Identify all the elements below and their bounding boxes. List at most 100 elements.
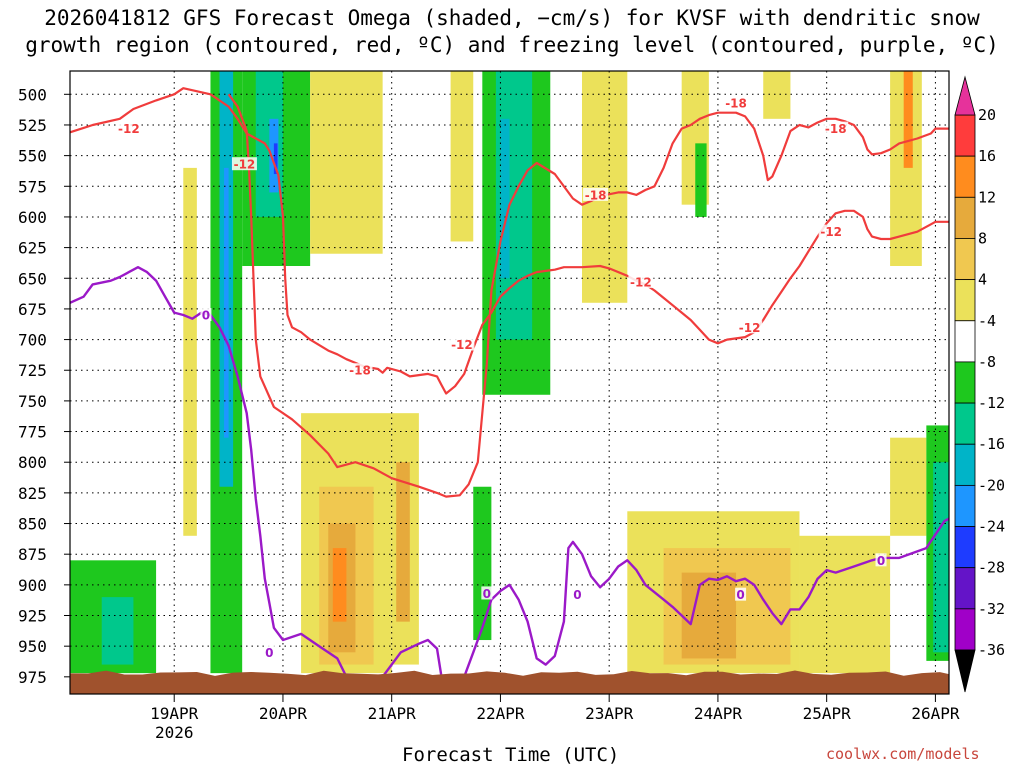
colorbar-label-1: 16 bbox=[978, 147, 996, 165]
contour-label-3: -12 bbox=[451, 338, 473, 352]
y-tick-label-700: 700 bbox=[18, 331, 47, 350]
contour-label-11: 0 bbox=[265, 646, 273, 660]
y-tick-label-825: 825 bbox=[18, 484, 47, 503]
colorbar-bin-3 bbox=[954, 238, 976, 281]
colorbar-label-3: 8 bbox=[978, 229, 987, 247]
y-tick-label-675: 675 bbox=[18, 300, 47, 319]
colorbar-bottom-triangle bbox=[954, 649, 976, 693]
contour-label-9: -12 bbox=[820, 225, 842, 239]
omega-region-13 bbox=[581, 71, 628, 303]
colorbar-bin-1 bbox=[954, 155, 976, 198]
contour-label-bg-3 bbox=[449, 337, 475, 351]
colorbar-bin-12 bbox=[954, 608, 976, 651]
colorbar-bin-10 bbox=[954, 526, 976, 569]
plot-frame bbox=[69, 70, 950, 695]
colorbar-label-5: -4 bbox=[978, 312, 996, 330]
x-tick-label-26APR: 26APR bbox=[911, 704, 960, 723]
contour-label-4: -18 bbox=[585, 188, 607, 202]
credit-link[interactable]: coolwx.com/models bbox=[826, 745, 980, 763]
y-tick-label-550: 550 bbox=[18, 147, 47, 166]
y-tick-label-575: 575 bbox=[18, 177, 47, 196]
colorbar-bin-0 bbox=[954, 114, 976, 157]
red-contour-0 bbox=[70, 87, 949, 395]
omega-region-34 bbox=[933, 462, 949, 653]
x-tick-label-19APR: 19APR bbox=[150, 704, 199, 723]
contour-label-12: 0 bbox=[483, 587, 491, 601]
colorbar-bin-6 bbox=[954, 361, 976, 404]
contour-label-14: 0 bbox=[736, 588, 744, 602]
y-tick-label-625: 625 bbox=[18, 239, 47, 258]
omega-region-30 bbox=[890, 437, 927, 536]
contour-label-bg-13 bbox=[571, 587, 583, 601]
colorbar-bin-11 bbox=[954, 567, 976, 610]
x-tick-label-25APR: 25APR bbox=[803, 704, 852, 723]
x-axis-title: Forecast Time (UTC) bbox=[402, 744, 620, 766]
omega-region-11 bbox=[500, 118, 510, 279]
omega-region-6 bbox=[273, 143, 278, 175]
colorbar-label-12: -32 bbox=[978, 600, 1005, 618]
contour-label-bg-12 bbox=[481, 586, 493, 600]
y-tick-label-925: 925 bbox=[18, 607, 47, 626]
omega-region-2 bbox=[224, 167, 229, 438]
contour-label-13: 0 bbox=[573, 588, 581, 602]
omega-region-16 bbox=[763, 71, 791, 119]
y-tick-label-600: 600 bbox=[18, 208, 47, 227]
contour-label-bg-7 bbox=[723, 95, 749, 109]
contour-label-bg-10 bbox=[200, 308, 212, 322]
x-tick-label-22APR: 22APR bbox=[476, 704, 525, 723]
y-tick-label-500: 500 bbox=[18, 85, 47, 104]
y-tick-label-650: 650 bbox=[18, 269, 47, 288]
colorbar-bin-4 bbox=[954, 279, 976, 322]
x-tick-sublabel-year: 2026 bbox=[155, 723, 194, 742]
y-tick-label-775: 775 bbox=[18, 423, 47, 442]
colorbar-bin-2 bbox=[954, 196, 976, 239]
colorbar-bin-5 bbox=[954, 320, 976, 363]
colorbar-label-0: 20 bbox=[978, 106, 996, 124]
y-tick-label-950: 950 bbox=[18, 637, 47, 656]
omega-region-8 bbox=[310, 71, 383, 254]
colorbar-label-2: 12 bbox=[978, 188, 996, 206]
colorbar-label-4: 4 bbox=[978, 271, 987, 289]
omega-region-15 bbox=[695, 143, 707, 217]
contour-label-bg-15 bbox=[875, 553, 887, 567]
chart-title-line-2: growth region (contoured, red, ºC) and f… bbox=[25, 33, 999, 57]
y-tick-label-725: 725 bbox=[18, 361, 47, 380]
contour-label-6: -12 bbox=[739, 321, 761, 335]
x-tick-label-21APR: 21APR bbox=[368, 704, 417, 723]
colorbar-label-13: -36 bbox=[978, 641, 1005, 659]
contour-label-bg-8 bbox=[823, 121, 849, 135]
contour-label-10: 0 bbox=[202, 309, 210, 323]
contour-label-bg-2 bbox=[347, 363, 373, 377]
y-tick-label-975: 975 bbox=[18, 668, 47, 687]
chart-title-line-1: 2026041812 GFS Forecast Omega (shaded, −… bbox=[44, 6, 980, 30]
contour-label-8: -18 bbox=[825, 122, 847, 136]
colorbar-label-10: -24 bbox=[978, 518, 1005, 536]
y-tick-label-900: 900 bbox=[18, 576, 47, 595]
terrain-band bbox=[70, 670, 949, 694]
x-tick-label-24APR: 24APR bbox=[694, 704, 743, 723]
contour-label-bg-4 bbox=[583, 187, 609, 201]
contour-label-bg-5 bbox=[628, 274, 654, 288]
contour-label-bg-9 bbox=[818, 224, 844, 238]
x-tick-label-23APR: 23APR bbox=[585, 704, 634, 723]
y-tick-label-875: 875 bbox=[18, 545, 47, 564]
contour-label-bg-14 bbox=[735, 587, 747, 601]
contour-label-0: -12 bbox=[118, 122, 140, 136]
contour-label-5: -12 bbox=[630, 275, 652, 289]
colorbar-label-6: -8 bbox=[978, 353, 996, 371]
omega-region-24 bbox=[396, 462, 410, 622]
y-tick-label-525: 525 bbox=[18, 116, 47, 135]
contour-label-bg-11 bbox=[263, 645, 275, 659]
colorbar-top-triangle bbox=[954, 75, 976, 116]
y-tick-label-850: 850 bbox=[18, 515, 47, 534]
contour-label-7: -18 bbox=[725, 96, 747, 110]
purple-contour-2 bbox=[463, 517, 949, 678]
omega-region-7 bbox=[183, 167, 197, 536]
contour-label-bg-6 bbox=[737, 320, 763, 334]
x-tick-label-20APR: 20APR bbox=[259, 704, 308, 723]
contour-label-15: 0 bbox=[877, 554, 885, 568]
y-tick-label-750: 750 bbox=[18, 392, 47, 411]
omega-region-18 bbox=[903, 71, 913, 168]
colorbar-label-9: -20 bbox=[978, 476, 1005, 494]
